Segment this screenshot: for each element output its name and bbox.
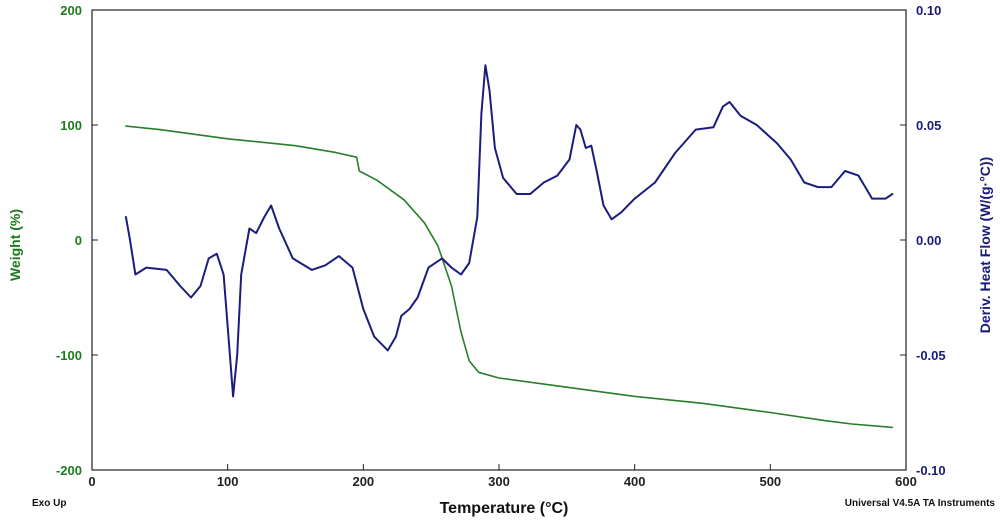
right-axis-ticks: 0.10 0.05 0.00 -0.05 -0.10 bbox=[900, 3, 946, 478]
right-tick-label: 0.10 bbox=[916, 3, 941, 18]
series-layer bbox=[124, 64, 894, 429]
heat-flow-series-line bbox=[124, 64, 894, 398]
left-tick-label: -100 bbox=[56, 348, 82, 363]
right-axis-label: Deriv. Heat Flow (W/(g·°C)) bbox=[977, 157, 993, 333]
left-axis-ticks: 200 100 0 -100 -200 bbox=[56, 3, 98, 478]
x-axis-label: Temperature (°C) bbox=[440, 500, 569, 517]
left-tick-label: 200 bbox=[60, 3, 82, 18]
right-tick-label: -0.05 bbox=[916, 348, 946, 363]
x-tick-label: 500 bbox=[759, 474, 781, 489]
x-tick-label: 300 bbox=[488, 474, 510, 489]
x-tick-label: 0 bbox=[88, 474, 95, 489]
plot-frame bbox=[91, 9, 907, 471]
left-tick-label: -200 bbox=[56, 463, 82, 478]
weight-series-line bbox=[125, 125, 894, 429]
x-tick-label: 400 bbox=[624, 474, 646, 489]
right-tick-label: 0.00 bbox=[916, 233, 941, 248]
instrument-note: Universal V4.5A TA Instruments bbox=[845, 498, 996, 509]
x-tick-label: 100 bbox=[217, 474, 239, 489]
left-tick-label: 0 bbox=[75, 233, 82, 248]
x-tick-label: 200 bbox=[352, 474, 374, 489]
right-tick-label: -0.10 bbox=[916, 463, 946, 478]
left-tick-label: 100 bbox=[60, 118, 82, 133]
right-tick-label: 0.05 bbox=[916, 118, 941, 133]
exo-up-note: Exo Up bbox=[32, 498, 66, 509]
left-axis-label: Weight (%) bbox=[7, 209, 23, 281]
x-tick-label: 600 bbox=[895, 474, 917, 489]
x-axis-ticks: 0 100 200 300 400 500 600 bbox=[88, 464, 917, 489]
